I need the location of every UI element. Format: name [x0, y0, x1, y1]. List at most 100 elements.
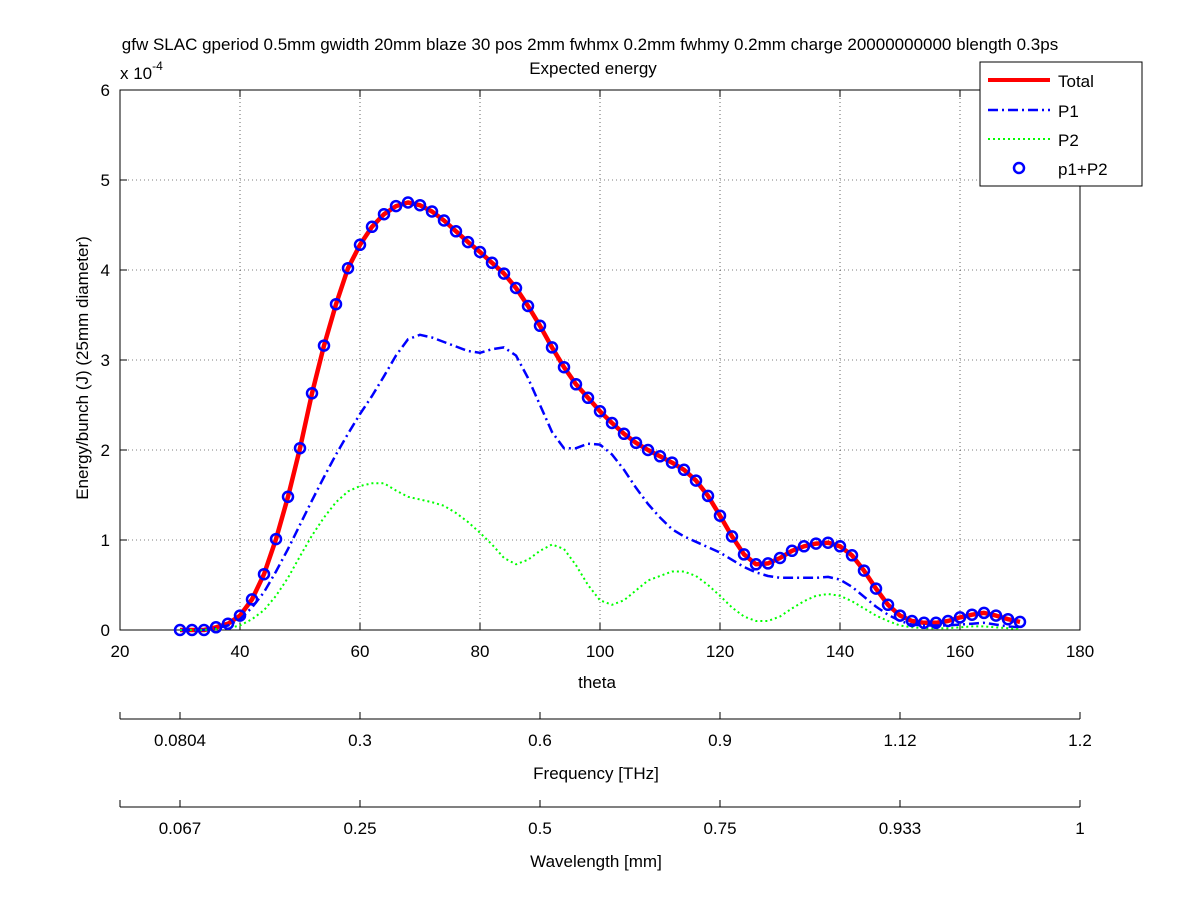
data-point — [629, 436, 643, 450]
x-tick-label: 60 — [351, 642, 370, 661]
data-point — [869, 582, 883, 595]
data-point — [389, 199, 403, 213]
legend-label-p1p2: p1+P2 — [1058, 160, 1108, 179]
data-point — [653, 450, 667, 463]
y-tick-label: 2 — [101, 441, 110, 460]
data-point — [473, 245, 487, 259]
data-point — [557, 360, 571, 374]
x-tick-label: 40 — [231, 642, 250, 661]
data-point — [821, 536, 835, 549]
data-point — [845, 549, 859, 562]
data-point — [497, 267, 511, 280]
legend-label-total: Total — [1058, 72, 1094, 91]
secondary-tick-label: 0.9 — [708, 731, 732, 750]
data-point — [245, 593, 259, 606]
data-point — [581, 391, 595, 405]
y-axis-label: Energy/bunch (J) (25mm diameter) — [73, 236, 92, 500]
data-point — [1013, 615, 1027, 629]
data-point — [737, 548, 751, 561]
chart-subtitle: Expected energy — [529, 59, 657, 78]
series-p1-p2 — [173, 196, 1027, 637]
legend-swatch-p1p2 — [1012, 161, 1026, 175]
data-point — [173, 623, 187, 637]
data-point — [1001, 612, 1015, 626]
data-point — [881, 598, 895, 612]
y-tick-label: 3 — [101, 351, 110, 370]
data-point — [809, 537, 823, 550]
data-point — [797, 540, 811, 553]
series-line-p2 — [180, 482, 1021, 631]
data-point — [305, 387, 319, 400]
x-tick-label: 20 — [111, 642, 130, 661]
data-point — [221, 617, 235, 630]
data-point — [977, 606, 991, 620]
data-point — [677, 463, 691, 477]
x-tick-label: 160 — [946, 642, 974, 661]
data-point — [329, 297, 343, 311]
secondary-tick-label: 0.3 — [348, 731, 372, 750]
data-point — [425, 205, 439, 218]
y-multiplier-exponent: -4 — [152, 59, 163, 73]
secondary-axis-1: 0.0804 0.3 0.6 0.9 1.12 1.2 Frequency [THz] — [119, 712, 1092, 783]
data-point — [377, 207, 391, 221]
data-point — [233, 609, 247, 622]
data-point — [257, 567, 271, 581]
data-point — [293, 441, 307, 455]
data-point — [461, 235, 475, 249]
x-tick-label: 180 — [1066, 642, 1094, 661]
data-point — [509, 281, 523, 295]
data-point — [437, 214, 451, 227]
legend-label-p1: P1 — [1058, 102, 1079, 121]
secondary-tick-label: 0.933 — [879, 819, 922, 838]
legend: Total P1 P2 p1+P2 — [979, 61, 1143, 187]
x-axis-label: theta — [578, 673, 616, 692]
data-point — [569, 378, 583, 391]
data-point — [713, 509, 727, 522]
data-point — [197, 623, 211, 637]
data-point — [725, 530, 739, 543]
data-point — [413, 198, 427, 212]
data-point — [773, 551, 787, 565]
grid — [120, 90, 1080, 630]
series-line-total — [180, 200, 1021, 633]
data-point — [761, 557, 775, 570]
data-point — [665, 456, 679, 469]
data-point — [953, 611, 967, 624]
series-layer — [173, 196, 1027, 637]
data-point — [941, 614, 955, 628]
secondary-tick-label: 0.5 — [528, 819, 552, 838]
data-point — [353, 238, 367, 252]
data-point — [341, 261, 355, 275]
x-tick-label: 100 — [586, 642, 614, 661]
y-tick-label: 1 — [101, 531, 110, 550]
secondary-axis-label: Wavelength [mm] — [530, 852, 662, 871]
series-line-p1 — [180, 333, 1021, 632]
secondary-tick-label: 1.12 — [883, 731, 916, 750]
y-tick-label: 4 — [101, 261, 110, 280]
axes: 20 40 60 80 100 120 140 160 180 0 1 2 3 4 5 6 — [101, 81, 1095, 661]
data-point — [929, 616, 943, 630]
legend-label-p2: P2 — [1058, 131, 1079, 150]
data-point — [785, 544, 799, 558]
data-point — [893, 609, 907, 622]
secondary-tick-label: 0.067 — [159, 819, 202, 838]
data-point — [989, 609, 1003, 622]
data-point — [365, 220, 379, 234]
data-point — [593, 405, 607, 418]
secondary-axis-2: 0.067 0.25 0.5 0.75 0.933 1 Wavelength [mm] — [119, 800, 1085, 871]
data-point — [917, 616, 931, 630]
y-tick-label: 0 — [101, 621, 110, 640]
y-multiplier: x 10-4 — [120, 59, 163, 83]
secondary-tick-label: 1 — [1075, 819, 1084, 838]
data-point — [749, 558, 763, 571]
data-point — [833, 540, 847, 553]
secondary-tick-label: 0.25 — [343, 819, 376, 838]
x-tick-label: 80 — [471, 642, 490, 661]
x-tick-label: 120 — [706, 642, 734, 661]
data-point — [185, 623, 199, 637]
data-point — [689, 474, 703, 487]
secondary-axis-label: Frequency [THz] — [533, 764, 659, 783]
x-tick-label: 140 — [826, 642, 854, 661]
